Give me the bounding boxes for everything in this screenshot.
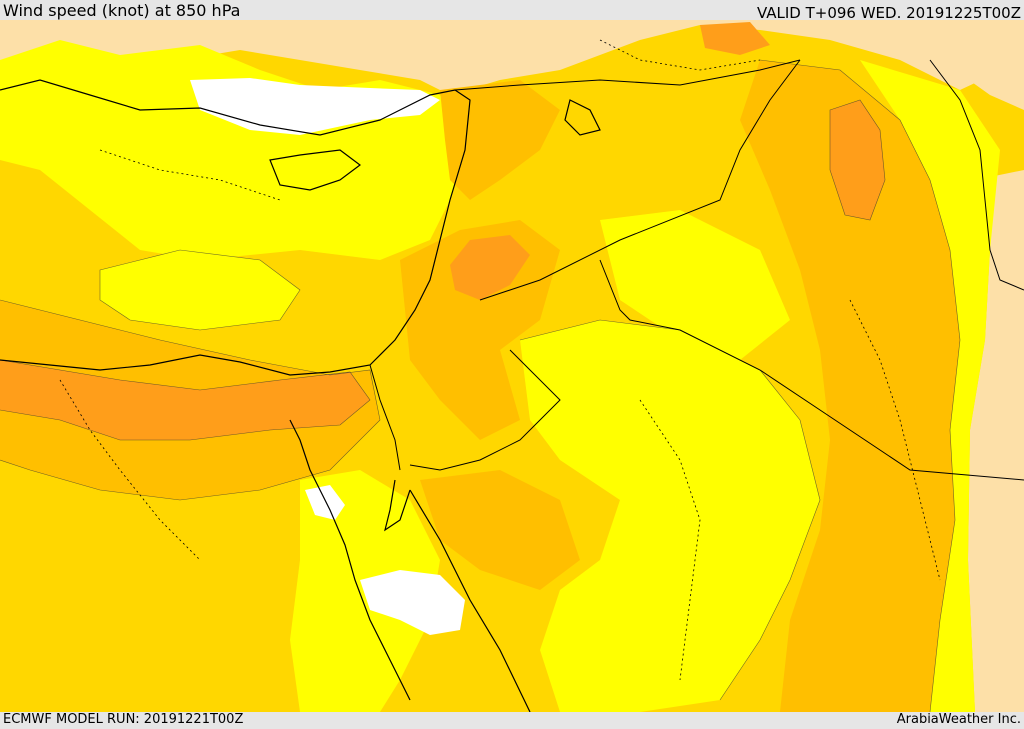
map-title: Wind speed (knot) at 850 hPa <box>3 1 241 20</box>
province-border <box>59 379 201 561</box>
orange-core-egypt <box>0 360 370 440</box>
orange-core-north <box>700 22 770 55</box>
amber-zone-iraq <box>740 60 960 712</box>
contour-line <box>829 99 886 221</box>
footer-bar: ECMWF MODEL RUN: 20191221T00Z ArabiaWeat… <box>0 712 1024 729</box>
amber-zone-northwest-arabia <box>420 470 580 590</box>
credit-label: ArabiaWeather Inc. <box>896 712 1021 727</box>
syria-iraq-border <box>479 59 801 301</box>
yellow-zone-east <box>860 60 1000 712</box>
calm-zone-sinai <box>305 485 345 520</box>
yellow-zone-sea-south <box>100 250 300 330</box>
orange-core-iraq <box>830 100 885 220</box>
contour-line <box>99 249 301 331</box>
mediterranean-coastline <box>0 79 471 376</box>
orange-core-levant <box>450 235 530 300</box>
amber-zone-levant <box>400 220 560 440</box>
arabia-red-sea-coastline <box>409 489 531 712</box>
title-bar: Wind speed (knot) at 850 hPa VALID T+096… <box>0 0 1024 22</box>
contour-line <box>0 359 371 441</box>
iraq-iran-border <box>929 59 1024 291</box>
cyprus-coastline <box>269 149 361 191</box>
coastlines <box>0 79 601 712</box>
wind-speed-field <box>0 20 1024 712</box>
gulf-of-suez-coastline <box>289 419 411 701</box>
valid-time: VALID T+096 WED. 20191225T00Z <box>756 4 1021 22</box>
province-border <box>639 399 701 681</box>
yellow-zone-arabia <box>520 320 820 712</box>
province-border <box>99 149 281 201</box>
egypt-israel-border <box>369 364 401 471</box>
light-zone-north <box>0 20 1024 95</box>
speed-contours <box>0 59 961 712</box>
light-zone-east <box>968 170 1024 712</box>
weather-map <box>0 20 1024 712</box>
turkey-syria-border <box>454 59 801 91</box>
amber-zone-syria-north <box>440 80 560 200</box>
iraq-saudi-border <box>599 259 1024 481</box>
contour-line <box>0 299 381 501</box>
yellow-zone-jordan <box>600 210 790 360</box>
calm-zone-red-sea-coast <box>360 570 465 635</box>
province-border <box>599 39 761 71</box>
light-zone-northeast <box>930 20 1024 110</box>
jordan-saudi-border <box>409 349 561 471</box>
contour-line <box>519 319 821 701</box>
lake-coastline <box>564 99 601 136</box>
gulf-of-aqaba-coastline <box>384 479 411 532</box>
country-borders <box>369 59 1024 481</box>
model-run-label: ECMWF MODEL RUN: 20191221T00Z <box>3 712 244 727</box>
province-border <box>849 299 941 581</box>
contour-line <box>759 59 961 712</box>
calm-zone-turkey-coast <box>190 78 440 135</box>
province-borders <box>59 39 941 681</box>
